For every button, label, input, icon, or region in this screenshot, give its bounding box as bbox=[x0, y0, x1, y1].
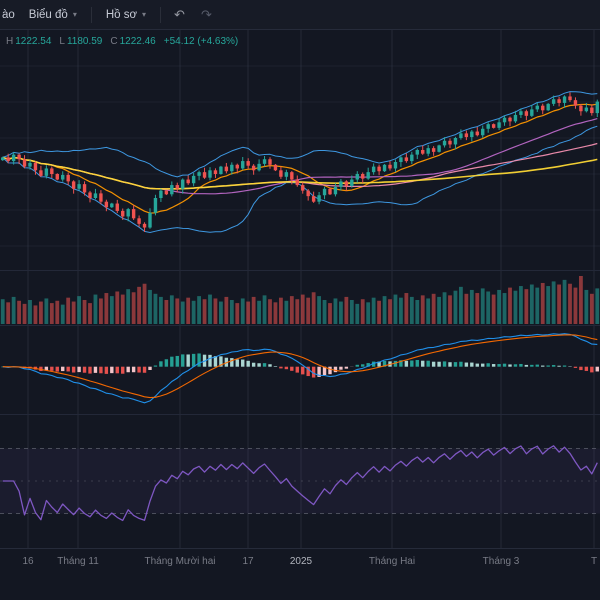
redo-button[interactable]: ↷ bbox=[194, 5, 219, 25]
toolbar-divider bbox=[160, 6, 162, 23]
time-label: T bbox=[590, 556, 598, 567]
time-label: 16 bbox=[22, 556, 34, 567]
top-toolbar: ào Biểu đồ ▾ Hồ sơ ▾ ↶ ↷ bbox=[0, 0, 600, 30]
time-label: Tháng Mười hai bbox=[144, 556, 216, 567]
high-value: 1222.54 bbox=[15, 36, 52, 47]
low-value: 1180.59 bbox=[66, 36, 103, 47]
close-label: C bbox=[110, 36, 118, 47]
close-value: 1222.46 bbox=[119, 36, 156, 47]
undo-button[interactable]: ↶ bbox=[167, 5, 192, 25]
profile-menu-button[interactable]: Hồ sơ ▾ bbox=[98, 5, 154, 25]
time-label: 17 bbox=[242, 556, 254, 567]
legend-low: L 1180.59 bbox=[59, 36, 102, 47]
toolbar-divider bbox=[90, 6, 92, 23]
chart-menu-label: Biểu đồ bbox=[28, 8, 68, 21]
truncated-menu-item[interactable]: ào bbox=[2, 8, 15, 21]
low-label: L bbox=[59, 36, 65, 47]
time-label: Tháng 3 bbox=[482, 556, 520, 567]
change-value: +54.12 (+4.63%) bbox=[163, 36, 239, 47]
time-label: Tháng Hai bbox=[368, 556, 416, 567]
legend-high: H 1222.54 bbox=[6, 36, 51, 47]
chevron-down-icon: ▾ bbox=[72, 9, 77, 19]
high-label: H bbox=[6, 36, 14, 47]
time-label: Tháng 11 bbox=[57, 556, 99, 567]
profile-menu-label: Hồ sơ bbox=[105, 8, 138, 21]
chart-menu-button[interactable]: Biểu đồ ▾ bbox=[21, 5, 85, 25]
time-axis[interactable]: 16 Tháng 11 Tháng Mười hai 17 2025 Tháng… bbox=[0, 548, 600, 600]
time-label-year: 2025 bbox=[289, 556, 313, 567]
chevron-down-icon: ▾ bbox=[142, 9, 147, 19]
legend-change: +54.12 (+4.63%) bbox=[164, 36, 239, 47]
legend-close: C 1222.46 bbox=[110, 36, 155, 47]
ohlc-legend: H 1222.54 L 1180.59 C 1222.46 +54.12 (+4… bbox=[6, 36, 238, 47]
